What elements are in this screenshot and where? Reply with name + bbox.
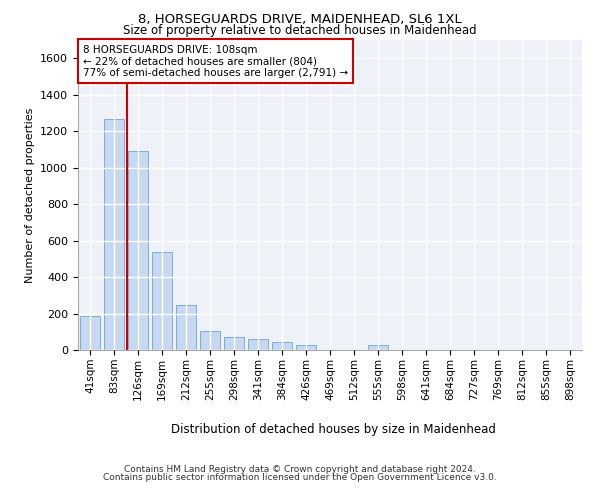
Text: 8 HORSEGUARDS DRIVE: 108sqm
← 22% of detached houses are smaller (804)
77% of se: 8 HORSEGUARDS DRIVE: 108sqm ← 22% of det… [83,44,348,78]
Bar [248,340,268,350]
Y-axis label: Number of detached properties: Number of detached properties [25,108,35,282]
Text: Distribution of detached houses by size in Maidenhead: Distribution of detached houses by size … [170,422,496,436]
Bar [176,305,196,350]
Bar [152,252,172,350]
Bar [296,344,316,350]
Bar [80,316,100,350]
Bar [224,337,244,350]
Bar [368,344,388,350]
Bar [128,151,148,350]
Bar [104,120,124,350]
Text: Contains HM Land Registry data © Crown copyright and database right 2024.: Contains HM Land Registry data © Crown c… [124,465,476,474]
Text: Contains public sector information licensed under the Open Government Licence v3: Contains public sector information licen… [103,472,497,482]
Bar [272,342,292,350]
Text: Size of property relative to detached houses in Maidenhead: Size of property relative to detached ho… [123,24,477,37]
Text: 8, HORSEGUARDS DRIVE, MAIDENHEAD, SL6 1XL: 8, HORSEGUARDS DRIVE, MAIDENHEAD, SL6 1X… [138,12,462,26]
Bar [200,331,220,350]
